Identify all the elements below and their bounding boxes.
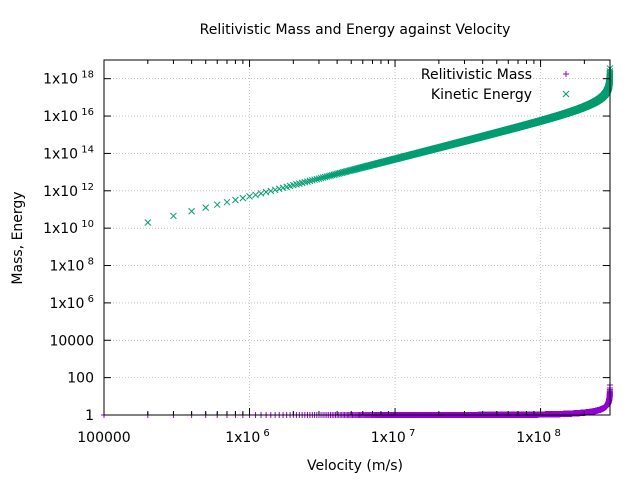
chart-title: Relitivistic Mass and Energy against Vel… bbox=[200, 22, 511, 38]
grid bbox=[104, 60, 610, 415]
